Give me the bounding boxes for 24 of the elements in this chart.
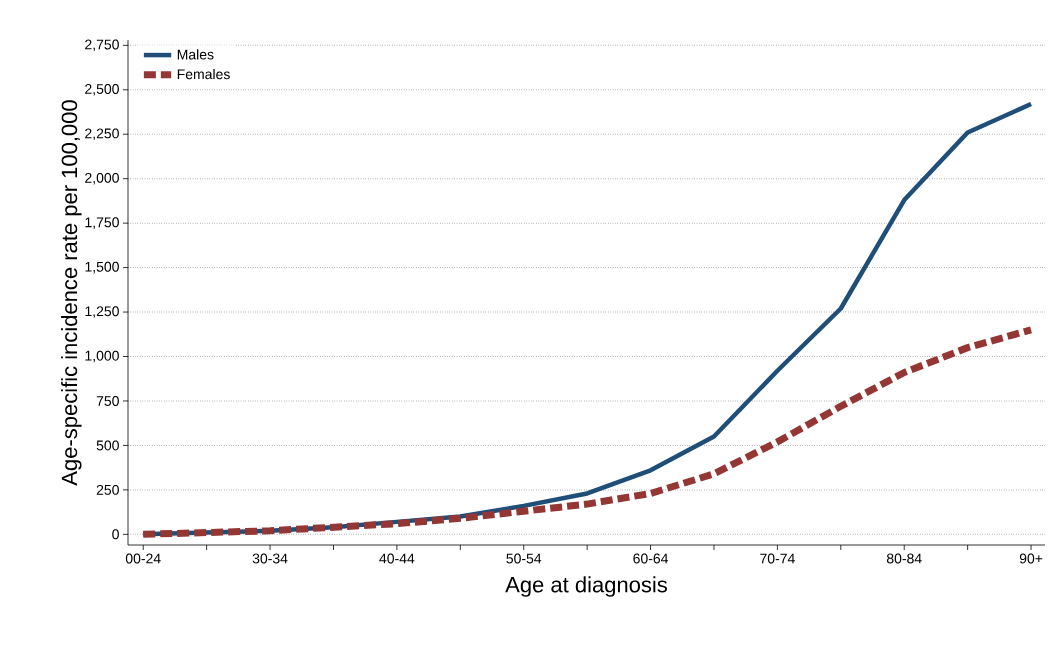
y-axis-title: Age-specific incidence rate per 100,000 (61, 100, 82, 486)
x-tick-label: 00-24 (125, 553, 161, 564)
y-tick-label: 0 (112, 529, 119, 540)
x-tick-label: 50-54 (506, 553, 542, 564)
legend-label: Females (177, 68, 230, 80)
y-tick-label: 1,500 (85, 261, 119, 274)
y-tick-label: 750 (96, 396, 119, 406)
legend-label: Males (177, 49, 214, 60)
y-tick-label: 2,500 (85, 83, 119, 96)
y-tick-label: 2,000 (85, 172, 119, 185)
x-tick-label: 60-64 (633, 553, 669, 564)
y-tick-label: 250 (96, 484, 119, 495)
x-tick-label: 70-74 (760, 553, 795, 564)
y-tick-label: 2,750 (85, 39, 119, 52)
x-axis-title: Age at diagnosis (505, 576, 667, 597)
y-tick-label: 2,250 (85, 128, 119, 141)
x-tick-label: 80-84 (886, 553, 922, 564)
y-tick-label: 1,000 (85, 350, 119, 363)
x-tick-label: 40-44 (379, 553, 415, 564)
y-tick-label: 500 (96, 440, 119, 451)
x-tick-label: 90+ (1019, 553, 1043, 564)
y-tick-label: 1,250 (85, 306, 119, 318)
y-tick-label: 1,750 (85, 217, 119, 229)
x-tick-label: 30-34 (252, 553, 288, 564)
